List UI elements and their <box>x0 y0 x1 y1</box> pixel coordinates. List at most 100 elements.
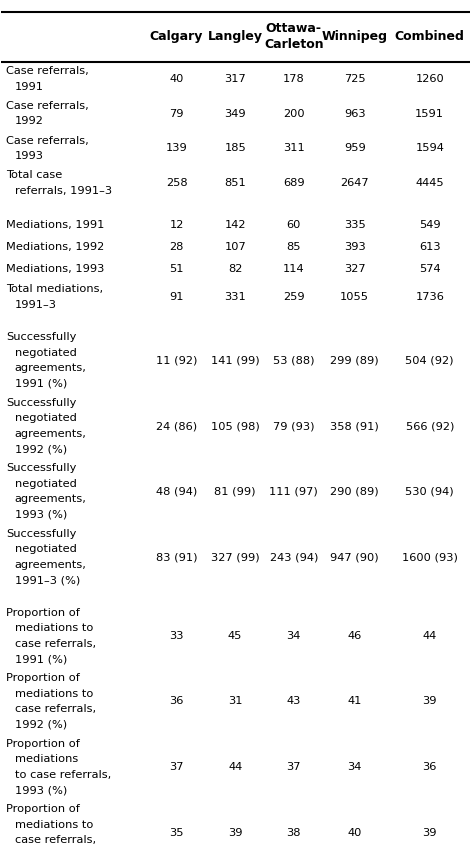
Text: Successfully: Successfully <box>6 463 77 473</box>
Text: 1992: 1992 <box>15 116 44 126</box>
Text: Mediations, 1992: Mediations, 1992 <box>6 242 105 252</box>
Text: 37: 37 <box>169 762 184 772</box>
Text: 41: 41 <box>347 696 362 706</box>
Text: to case referrals,: to case referrals, <box>15 770 111 780</box>
Text: 963: 963 <box>344 109 365 119</box>
Text: 38: 38 <box>286 828 301 838</box>
Text: 142: 142 <box>224 220 246 230</box>
Text: 107: 107 <box>224 242 246 252</box>
Text: 335: 335 <box>344 220 365 230</box>
Text: 40: 40 <box>347 828 362 838</box>
Text: 114: 114 <box>283 264 305 274</box>
Text: agreements,: agreements, <box>15 494 87 505</box>
Text: Mediations, 1993: Mediations, 1993 <box>6 264 105 274</box>
Text: 1594: 1594 <box>415 143 444 153</box>
Text: 290 (89): 290 (89) <box>330 487 379 497</box>
Text: 105 (98): 105 (98) <box>211 421 260 431</box>
Text: 51: 51 <box>169 264 184 274</box>
Text: 1992 (%): 1992 (%) <box>15 444 67 455</box>
Text: Calgary: Calgary <box>150 31 203 43</box>
Text: 358 (91): 358 (91) <box>330 421 379 431</box>
Text: 31: 31 <box>228 696 242 706</box>
Text: 1991 (%): 1991 (%) <box>15 379 67 388</box>
Text: 311: 311 <box>283 143 305 153</box>
Text: negotiated: negotiated <box>15 348 77 358</box>
Text: 947 (90): 947 (90) <box>330 552 379 562</box>
Text: 327: 327 <box>344 264 365 274</box>
Text: 549: 549 <box>419 220 440 230</box>
Text: 40: 40 <box>169 74 184 84</box>
Text: 1991 (%): 1991 (%) <box>15 654 67 664</box>
Text: 79: 79 <box>169 109 184 119</box>
Text: Langley: Langley <box>208 31 263 43</box>
Text: negotiated: negotiated <box>15 479 77 488</box>
Text: 613: 613 <box>419 242 440 252</box>
Text: 1591: 1591 <box>415 109 444 119</box>
Text: 574: 574 <box>419 264 440 274</box>
Text: 1260: 1260 <box>415 74 444 84</box>
Text: 851: 851 <box>224 178 246 188</box>
Text: 349: 349 <box>224 109 246 119</box>
Text: negotiated: negotiated <box>15 413 77 423</box>
Text: 1992 (%): 1992 (%) <box>15 720 67 729</box>
Text: 1055: 1055 <box>340 292 369 302</box>
Text: 79 (93): 79 (93) <box>273 421 315 431</box>
Text: Case referrals,: Case referrals, <box>6 101 89 111</box>
Text: 566 (92): 566 (92) <box>406 421 454 431</box>
Text: 141 (99): 141 (99) <box>211 355 259 365</box>
Text: mediations: mediations <box>15 754 78 764</box>
Text: 1736: 1736 <box>415 292 444 302</box>
Text: 111 (97): 111 (97) <box>269 487 318 497</box>
Text: 725: 725 <box>344 74 365 84</box>
Text: case referrals,: case referrals, <box>15 639 96 649</box>
Text: 53 (88): 53 (88) <box>273 355 315 365</box>
Text: 504 (92): 504 (92) <box>405 355 454 365</box>
Text: 185: 185 <box>224 143 246 153</box>
Text: 393: 393 <box>344 242 365 252</box>
Text: Successfully: Successfully <box>6 398 77 408</box>
Text: 33: 33 <box>169 631 184 641</box>
Text: Successfully: Successfully <box>6 332 77 343</box>
Text: agreements,: agreements, <box>15 363 87 373</box>
Text: Total case: Total case <box>6 170 63 181</box>
Text: 34: 34 <box>287 631 301 641</box>
Text: Total mediations,: Total mediations, <box>6 284 103 294</box>
Text: 34: 34 <box>347 762 362 772</box>
Text: mediations to: mediations to <box>15 689 93 699</box>
Text: 1993 (%): 1993 (%) <box>15 785 67 795</box>
Text: 39: 39 <box>228 828 242 838</box>
Text: 28: 28 <box>169 242 184 252</box>
Text: Proportion of: Proportion of <box>6 608 80 617</box>
Text: 1600 (93): 1600 (93) <box>402 552 458 562</box>
Text: 243 (94): 243 (94) <box>270 552 318 562</box>
Text: 91: 91 <box>169 292 184 302</box>
Text: Proportion of: Proportion of <box>6 673 80 683</box>
Text: 2647: 2647 <box>340 178 369 188</box>
Text: 48 (94): 48 (94) <box>156 487 197 497</box>
Text: 689: 689 <box>283 178 305 188</box>
Text: 81 (99): 81 (99) <box>214 487 256 497</box>
Text: Case referrals,: Case referrals, <box>6 136 89 146</box>
Text: 37: 37 <box>286 762 301 772</box>
Text: 331: 331 <box>224 292 246 302</box>
Text: 959: 959 <box>344 143 365 153</box>
Text: 530 (94): 530 (94) <box>405 487 454 497</box>
Text: 39: 39 <box>422 828 437 838</box>
Text: 1991–3: 1991–3 <box>15 300 57 310</box>
Text: 35: 35 <box>169 828 184 838</box>
Text: 1993 (%): 1993 (%) <box>15 510 67 520</box>
Text: 299 (89): 299 (89) <box>330 355 379 365</box>
Text: case referrals,: case referrals, <box>15 704 96 714</box>
Text: 60: 60 <box>287 220 301 230</box>
Text: Winnipeg: Winnipeg <box>322 31 388 43</box>
Text: 200: 200 <box>283 109 305 119</box>
Text: mediations to: mediations to <box>15 820 93 830</box>
Text: Ottawa-
Carleton: Ottawa- Carleton <box>264 22 324 51</box>
Text: 1991–3 (%): 1991–3 (%) <box>15 575 80 585</box>
Text: 1993: 1993 <box>15 151 44 161</box>
Text: agreements,: agreements, <box>15 429 87 438</box>
Text: 12: 12 <box>169 220 184 230</box>
Text: 178: 178 <box>283 74 305 84</box>
Text: 327 (99): 327 (99) <box>211 552 259 562</box>
Text: Combined: Combined <box>395 31 465 43</box>
